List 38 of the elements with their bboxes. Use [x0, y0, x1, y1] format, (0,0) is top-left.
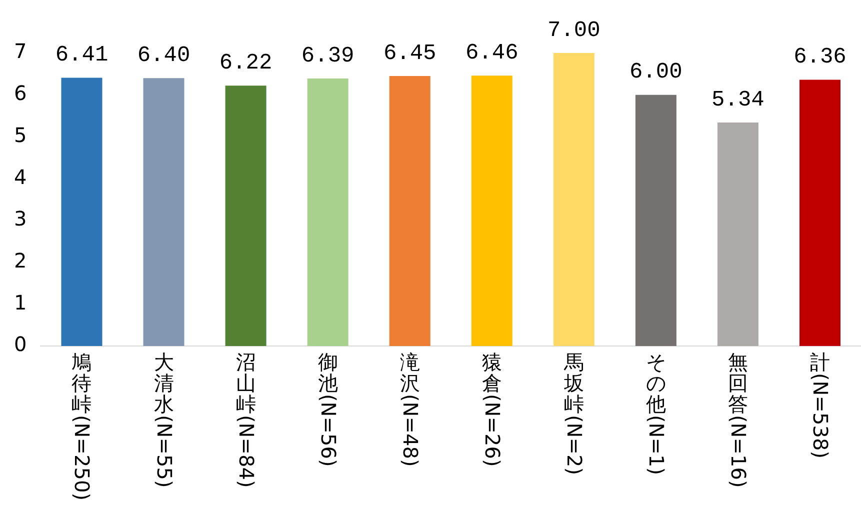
x-tick-label: 馬坂峠(N=2)	[562, 350, 586, 476]
bar	[799, 80, 840, 346]
bar	[553, 53, 594, 346]
data-label: 6.00	[630, 60, 682, 85]
x-tick-label: 無回答(N=16)	[726, 350, 750, 488]
y-tick-label: 3	[14, 206, 27, 231]
x-tick-label: 計(N=538)	[808, 350, 832, 458]
x-tick-label: 沼山峠(N=84)	[234, 350, 258, 488]
data-label: 7.00	[547, 18, 600, 43]
bar	[635, 94, 676, 346]
bar	[471, 76, 512, 346]
bar	[225, 86, 266, 346]
y-tick-label: 4	[14, 164, 27, 189]
y-tick-label: 0	[14, 332, 27, 356]
x-tick-label: 鳩待峠(N=250)	[70, 350, 94, 500]
data-label: 6.45	[383, 40, 436, 66]
y-tick-label: 1	[14, 290, 27, 314]
bar	[143, 78, 184, 346]
y-tick-label: 5	[14, 122, 27, 147]
data-label: 6.41	[55, 42, 108, 68]
data-label: 5.34	[712, 87, 764, 112]
data-label: 6.40	[137, 42, 190, 68]
x-tick-label: 滝沢(N=48)	[398, 350, 422, 467]
bar	[389, 76, 430, 346]
x-tick-label: 大清水(N=55)	[152, 350, 176, 488]
y-tick-label: 7	[14, 39, 27, 64]
x-tick-label: 猿倉(N=26)	[480, 350, 504, 467]
x-tick-label: 御池(N=56)	[316, 350, 340, 467]
y-tick-label: 2	[14, 248, 27, 272]
bar	[717, 122, 758, 346]
y-tick-label: 6	[14, 81, 27, 106]
data-label: 6.46	[465, 40, 518, 66]
data-label: 6.22	[219, 50, 272, 76]
bar	[61, 78, 102, 346]
x-tick-label: その他(N=1)	[644, 350, 668, 476]
data-label: 6.36	[794, 44, 846, 70]
data-label: 6.39	[301, 43, 354, 68]
bar	[307, 78, 348, 346]
